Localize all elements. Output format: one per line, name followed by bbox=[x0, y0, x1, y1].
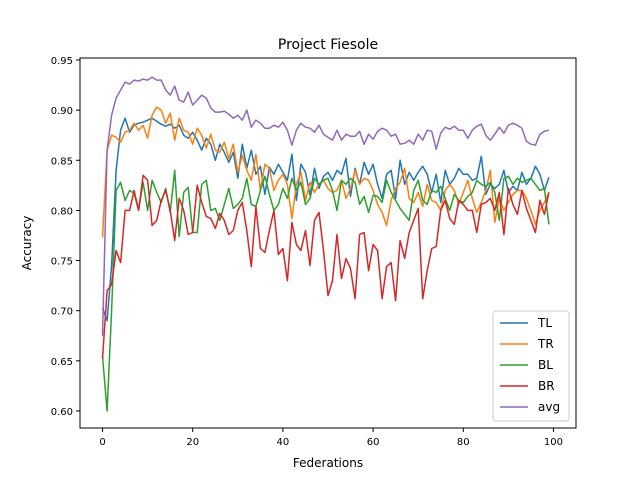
legend-label-BR: BR bbox=[538, 379, 555, 393]
x-axis: 0 20 40 60 80 100 bbox=[99, 428, 563, 448]
x-tick-label: 100 bbox=[544, 437, 563, 448]
legend-label-TL: TL bbox=[537, 316, 552, 330]
y-axis-label: Accuracy bbox=[20, 216, 34, 271]
legend-label-avg: avg bbox=[538, 400, 560, 414]
y-tick-label: 0.85 bbox=[51, 156, 73, 167]
series-line-TL bbox=[101, 117, 550, 322]
series-line-BR bbox=[101, 174, 550, 359]
series-line-avg bbox=[101, 76, 550, 336]
series-line-TR bbox=[101, 106, 550, 238]
x-axis-label: Federations bbox=[293, 456, 363, 470]
x-tick-label: 40 bbox=[277, 437, 290, 448]
legend-label-BL: BL bbox=[538, 358, 553, 372]
y-tick-label: 0.65 bbox=[51, 357, 73, 368]
series-line-BL bbox=[101, 169, 550, 412]
legend-label-TR: TR bbox=[537, 337, 554, 351]
x-tick-label: 20 bbox=[186, 437, 199, 448]
plot-area bbox=[101, 76, 550, 412]
y-tick-label: 0.75 bbox=[51, 257, 73, 268]
axes-frame bbox=[79, 57, 577, 429]
x-tick-label: 80 bbox=[457, 437, 470, 448]
chart-title: Project Fiesole bbox=[278, 37, 378, 53]
x-tick-label: 60 bbox=[367, 437, 380, 448]
legend-box bbox=[492, 310, 570, 422]
y-tick-label: 0.80 bbox=[51, 206, 73, 217]
y-tick-label: 0.60 bbox=[51, 407, 73, 418]
x-tick-label: 0 bbox=[99, 437, 105, 448]
y-axis: 0.60 0.65 0.70 0.75 0.80 0.85 0.90 0.95 bbox=[51, 56, 80, 418]
legend: TL TR BL BR avg bbox=[492, 310, 570, 422]
y-tick-label: 0.95 bbox=[51, 56, 73, 67]
y-tick-label: 0.90 bbox=[51, 106, 73, 117]
y-tick-label: 0.70 bbox=[51, 307, 73, 318]
